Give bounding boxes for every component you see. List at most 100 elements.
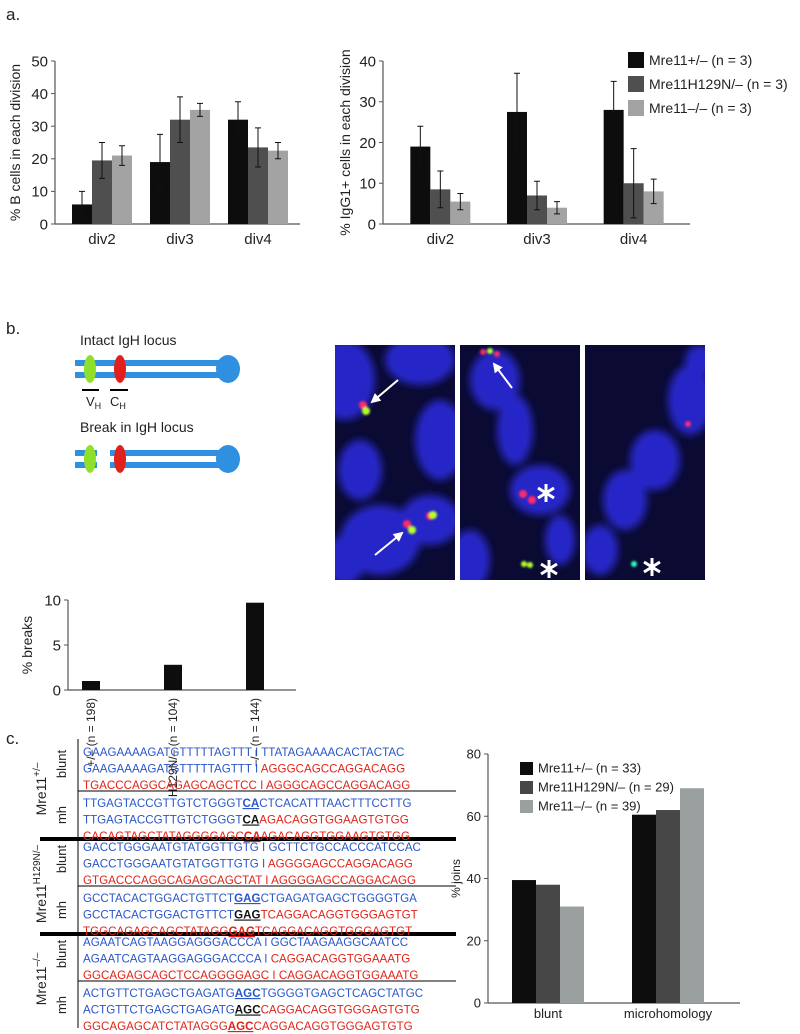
y-tick-label: 0 — [368, 216, 376, 233]
bar — [92, 160, 112, 224]
sequence-line: GAAGAAAAGATGTTTTTAGTTT I AGGGCAGCCAGGACA… — [83, 763, 405, 776]
y-tick-label: 30 — [31, 118, 48, 135]
label-sup: H129N/– — [32, 845, 43, 885]
y-tick-label: 0 — [40, 216, 48, 233]
sequence-segment: TGACCCAGGCAGAGCAGCTCC I AGGGCAGCCAGGACAG… — [83, 779, 410, 792]
sequence-segment: GCCTACACTGGACTGTTCT — [83, 892, 234, 905]
label-text: Mre11 — [33, 966, 49, 1005]
locus-diagram: Intact IgH locus VH CH Break in IgH locu… — [75, 332, 240, 473]
y-tick-label: 20 — [467, 933, 481, 948]
sequence-line: GGCAGAGCAGCTCCAGGGGAGC I CAGGACAGGTGGAAA… — [83, 969, 418, 982]
label-text: Mre11 — [33, 777, 49, 816]
bar — [680, 788, 704, 1003]
error-bar — [157, 133, 163, 191]
micrograph — [460, 345, 580, 580]
sequence-segment: ACTGTTCTGAGCTGAGATG — [83, 1004, 235, 1017]
error-bar — [610, 80, 617, 139]
bar — [150, 162, 170, 224]
block-label: mh — [54, 806, 69, 824]
diagram-label: Break in IgH locus — [80, 419, 194, 435]
sequence-segment: CAGGACAGGTGGAAATG — [271, 953, 411, 966]
sequence-segment: CA — [243, 797, 260, 810]
y-tick-label: 50 — [31, 53, 48, 70]
error-bar — [437, 170, 444, 209]
sequence-segment: CA — [244, 830, 261, 843]
sequence-segment: AGAATCAGTAAGGAGGGACCCA I — [83, 953, 271, 966]
legend-label: Mre11+/– (n = 3) — [649, 52, 752, 68]
sequence-segment: GAAGAAAAGATGTTTTTAGTTT I — [83, 763, 261, 776]
legend-swatch — [628, 100, 644, 116]
panel-label: c. — [6, 729, 19, 748]
x-tick-label: H129N/– (n = 104) — [166, 698, 180, 797]
legend-label: Mre11H129N/– (n = 29) — [538, 779, 674, 794]
legend-swatch — [628, 52, 644, 68]
bar — [560, 906, 584, 1003]
bar — [656, 810, 680, 1003]
bar — [248, 147, 268, 224]
bar — [450, 201, 471, 224]
sequence-segment: AGC — [235, 1004, 261, 1017]
x-tick-label: +/– (n = 198) — [84, 698, 98, 767]
sequence-segment: AGACAGGTGGAAGTGTGG — [261, 830, 410, 843]
centromere — [216, 445, 240, 473]
sequence-line: AGAATCAGTAAGGAGGGACCCA I CAGGACAGGTGGAAA… — [83, 953, 410, 966]
x-tick-label: microhomology — [624, 1006, 713, 1021]
error-bar — [275, 142, 281, 160]
x-tick-label: div3 — [523, 231, 551, 248]
chromatid — [75, 372, 225, 378]
y-tick-label: 30 — [359, 94, 376, 111]
sequence-segment: TGGCAGAGCAGCTATAGG — [83, 925, 229, 938]
micrograph — [335, 345, 455, 580]
legend-swatch — [520, 800, 533, 813]
label-text: Mre11 — [33, 884, 49, 923]
y-axis-label: % B cells in each division — [7, 64, 23, 221]
sequence-segment: AGACAGGTGGAAGTGTGG — [259, 814, 408, 827]
error-bar — [650, 178, 657, 205]
label-sup: +/– — [32, 762, 43, 777]
sequence-segment: GCCTACACTGGACTGTTCT — [83, 909, 234, 922]
sequence-line: GAAGAAAAGATGTTTTTAGTTT I TTATAGAAAACACTA… — [83, 746, 404, 759]
sequence-line: ACTGTTCTGAGCTGAGATGAGCTGGGGTGAGCTCAGCTAT… — [83, 987, 423, 1000]
legend-label: Mre11+/– (n = 33) — [538, 760, 641, 775]
label-sup: –/– — [32, 952, 43, 966]
legend-label: Mre11–/– (n = 39) — [538, 798, 641, 813]
group-label: Mre11+/– — [32, 762, 49, 815]
sequence-segment: GGCAGAGCAGCTCCAGGGGAGC I CAGGACAGGTGGAAA… — [83, 969, 418, 982]
sequence-segment: CTCACATTTAACTTTCCTTG — [259, 797, 411, 810]
legend-swatch — [520, 762, 533, 775]
legend-swatch — [628, 76, 644, 92]
label-text: C — [110, 394, 119, 409]
group-label: Mre11H129N/– — [32, 845, 49, 924]
sequence-line: GACCTGGGAATGTATGGTTGTG I GCTTCTGCCACCCAT… — [83, 841, 421, 854]
sequence-line: GACCTGGGAATGTATGGTTGTG I AGGGGAGCCAGGACA… — [83, 858, 413, 871]
sequence-segment: GGCAGAGCATCTATAGGG — [83, 1020, 228, 1033]
y-tick-label: 40 — [467, 871, 481, 886]
sequence-line: TTGAGTACCGTTGTCTGGGTCAAGACAGGTGGAAGTGTGG — [83, 814, 409, 827]
legend-label: Mre11–/– (n = 3) — [649, 100, 752, 116]
bar — [547, 207, 567, 224]
y-axis-label: % breaks — [19, 616, 35, 674]
sequence-line: ACTGTTCTGAGCTGAGATGAGCCAGGACAGGTGGGAGTGT… — [83, 1004, 420, 1017]
y-tick-label: 0 — [53, 682, 61, 699]
sequence-segment: ACTGTTCTGAGCTGAGATG — [83, 987, 235, 1000]
error-bar — [534, 180, 540, 211]
block-label: blunt — [54, 845, 69, 874]
sequence-segment: TTGAGTACCGTTGTCTGGGT — [83, 814, 243, 827]
sequence-segment: TCAGGACAGGTGGGAGTGT — [261, 909, 418, 922]
block-label: blunt — [54, 750, 69, 779]
x-tick-label: div4 — [244, 231, 272, 248]
sequence-segment: TTGAGTACCGTTGTCTGGGT — [83, 797, 243, 810]
y-tick-label: 5 — [53, 637, 61, 654]
error-bar — [514, 72, 520, 152]
y-tick-label: 10 — [359, 176, 376, 193]
sequence-segment: AGAATCAGTAAGGAGGGACCCA I GGCTAAGAAGGCAAT… — [83, 936, 408, 949]
y-tick-label: 0 — [474, 996, 481, 1011]
x-tick-label: div2 — [427, 231, 455, 248]
y-tick-label: 10 — [31, 184, 48, 201]
legend-label: Mre11H129N/– (n = 3) — [649, 76, 788, 92]
error-bar — [457, 192, 464, 211]
sequence-line: AGAATCAGTAAGGAGGGACCCA I GGCTAAGAAGGCAAT… — [83, 936, 408, 949]
bar — [228, 119, 248, 224]
x-tick-label: div4 — [620, 231, 648, 248]
